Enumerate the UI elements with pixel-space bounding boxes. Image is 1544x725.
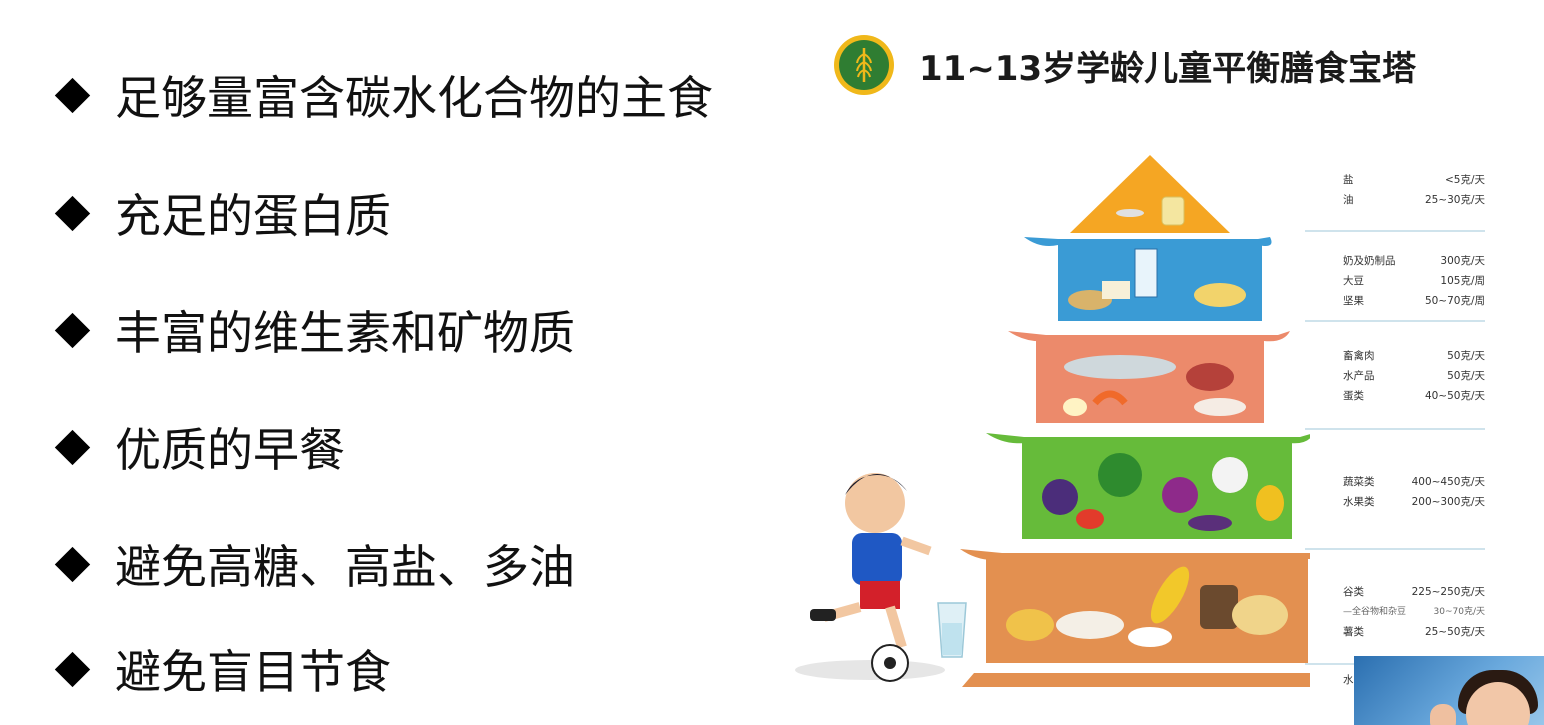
food-amount: <5克/天 (1444, 174, 1485, 186)
level-vegetables-table: 蔬菜类 400~450克/天 水果类 200~300克/天 (1343, 472, 1485, 512)
food-name: 蛋类 (1343, 390, 1364, 402)
table-row: 水产品 50克/天 (1343, 366, 1485, 386)
divider (1305, 320, 1485, 322)
food-name: 大豆 (1343, 275, 1364, 287)
food-amount: 30~70克/天 (1433, 607, 1485, 617)
bullet-text: 丰富的维生素和矿物质 (115, 306, 575, 360)
table-row: 蔬菜类 400~450克/天 (1343, 472, 1485, 492)
table-row: 水果类 200~300克/天 (1343, 492, 1485, 512)
table-row: 水 (1343, 670, 1363, 690)
logo-wheat-icon (834, 35, 894, 95)
table-row: 谷类 225~250克/天 (1343, 582, 1485, 602)
bullet-item: 丰富的维生素和矿物质 (52, 297, 575, 363)
food-name: 水果类 (1343, 496, 1375, 508)
webcam-overlay (1354, 656, 1544, 725)
diamond-bullet-icon (54, 312, 91, 348)
bullet-item: 避免高糖、高盐、多油 (52, 531, 575, 597)
bullet-text: 优质的早餐 (115, 423, 345, 477)
food-name: 蔬菜类 (1343, 476, 1375, 488)
food-amount: 400~450克/天 (1411, 476, 1485, 488)
food-items-icon (1116, 196, 1185, 226)
food-pyramid (795, 155, 1310, 687)
food-amount: 105克/周 (1440, 275, 1485, 287)
food-name: 畜禽肉 (1343, 350, 1375, 362)
food-name: —全谷物和杂豆 (1343, 607, 1407, 617)
bullet-text: 充足的蛋白质 (115, 189, 391, 243)
bullet-text: 避免高糖、高盐、多油 (115, 540, 575, 594)
diamond-bullet-icon (54, 651, 91, 687)
table-row: 畜禽肉 50克/天 (1343, 346, 1485, 366)
table-row: 坚果 50~70克/周 (1343, 291, 1485, 311)
bullet-text: 足够量富含碳水化合物的主食 (115, 71, 713, 125)
water-glass-icon (937, 602, 967, 658)
page-title: 11~13岁学龄儿童平衡膳食宝塔 (919, 48, 1417, 89)
food-amount: 40~50克/天 (1424, 390, 1485, 402)
food-amount: 50~70克/周 (1424, 295, 1485, 307)
boy-football-icon (795, 473, 945, 682)
bullet-list: 足够量富含碳水化合物的主食 充足的蛋白质 丰富的维生素和矿物质 优质的早餐 避免… (52, 0, 792, 725)
table-row: 大豆 105克/周 (1343, 271, 1485, 291)
water-row: 水 (1343, 670, 1363, 690)
table-row: 油 25~30克/天 (1343, 190, 1485, 210)
table-row: —全谷物和杂豆 30~70克/天 (1343, 602, 1485, 622)
level-meat-table: 畜禽肉 50克/天 水产品 50克/天 蛋类 40~50克/天 (1343, 346, 1485, 406)
bullet-item: 充足的蛋白质 (52, 180, 391, 246)
divider (1305, 428, 1485, 430)
level-oil-salt-table: 盐 <5克/天 油 25~30克/天 (1343, 170, 1485, 210)
presenter-face (1466, 682, 1530, 725)
bullet-item: 优质的早餐 (52, 414, 345, 480)
food-amount: 50克/天 (1447, 370, 1485, 382)
table-row: 薯类 25~50克/天 (1343, 622, 1485, 642)
level-grains-table: 谷类 225~250克/天 —全谷物和杂豆 30~70克/天 薯类 25~50克/天 (1343, 582, 1485, 642)
pyramid-title-block: 11~13岁学龄儿童平衡膳食宝塔 (833, 34, 1416, 96)
food-name: 奶及奶制品 (1343, 255, 1396, 267)
food-amount: 225~250克/天 (1411, 586, 1485, 598)
bullet-item: 足够量富含碳水化合物的主食 (52, 62, 713, 128)
level-dairy-table: 奶及奶制品 300克/天 大豆 105克/周 坚果 50~70克/周 (1343, 251, 1485, 311)
presenter-hand (1430, 704, 1456, 725)
food-amount: 50克/天 (1447, 350, 1485, 362)
diamond-bullet-icon (54, 77, 91, 113)
food-name: 薯类 (1343, 626, 1364, 638)
table-row: 蛋类 40~50克/天 (1343, 386, 1485, 406)
food-amount: 300克/天 (1440, 255, 1485, 267)
diamond-bullet-icon (54, 546, 91, 582)
food-name: 水产品 (1343, 370, 1375, 382)
food-amount: 25~30克/天 (1424, 194, 1485, 206)
food-name: 油 (1343, 194, 1354, 206)
table-row: 盐 <5克/天 (1343, 170, 1485, 190)
food-name: 坚果 (1343, 295, 1364, 307)
diamond-bullet-icon (54, 195, 91, 231)
food-amount: 25~50克/天 (1424, 626, 1485, 638)
food-name: 水 (1343, 674, 1354, 686)
food-name: 谷类 (1343, 586, 1364, 598)
table-row: 奶及奶制品 300克/天 (1343, 251, 1485, 271)
food-amount: 200~300克/天 (1411, 496, 1485, 508)
pyramid-level-oil-salt (1070, 155, 1230, 233)
divider (1305, 548, 1485, 550)
bullet-item: 避免盲目节食 (52, 636, 391, 702)
bullet-text: 避免盲目节食 (115, 645, 391, 699)
divider (1305, 230, 1485, 232)
food-name: 盐 (1343, 174, 1354, 186)
diamond-bullet-icon (54, 429, 91, 465)
